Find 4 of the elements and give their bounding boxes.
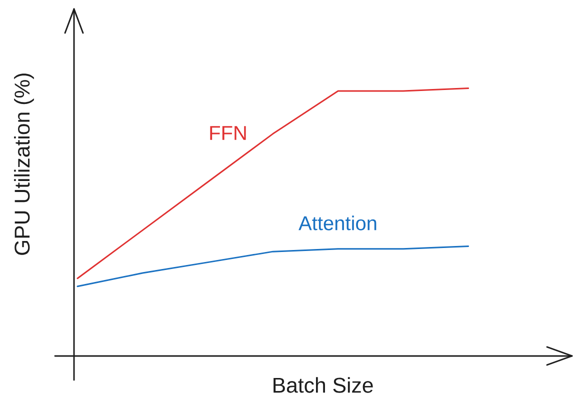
- series-label: Attention: [298, 216, 376, 230]
- x-axis-title: Batch Size: [274, 377, 373, 393]
- series-label: FFN: [210, 126, 246, 140]
- y-axis-title: GPU Utilization (%): [14, 74, 34, 255]
